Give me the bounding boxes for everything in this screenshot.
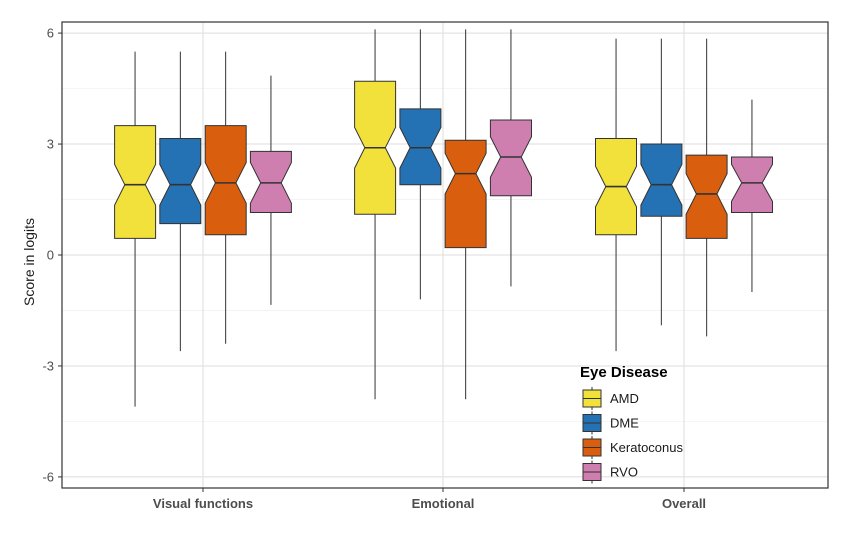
legend: Eye Disease AMD DME Keratoconus RVO	[580, 364, 683, 484]
box-body	[731, 156, 773, 213]
box-keratoconus-1	[444, 29, 487, 400]
box-dme-2	[640, 38, 683, 326]
box-body	[640, 143, 683, 217]
x-tick-label: Visual functions	[153, 496, 253, 511]
legend-label: RVO	[610, 465, 638, 480]
box-rvo-1	[489, 29, 532, 287]
box-dme-1	[399, 29, 442, 300]
x-axis: Visual functions Emotional Overall	[153, 488, 706, 511]
box-body	[399, 108, 442, 186]
boxes	[114, 29, 773, 407]
box-dme-0	[159, 51, 202, 352]
plot-panel-border	[61, 21, 829, 489]
legend-item-dme: DME	[582, 411, 639, 435]
legend-label: Keratoconus	[610, 440, 683, 455]
legend-label: DME	[610, 416, 639, 431]
box-body	[249, 150, 292, 213]
y-tick-label: -6	[42, 469, 54, 484]
y-axis-title: Score in logits	[21, 218, 37, 306]
box-rvo-2	[731, 99, 773, 292]
box-amd-0	[114, 51, 157, 407]
x-tick-label: Overall	[662, 496, 706, 511]
y-tick-label: 0	[47, 248, 54, 263]
y-tick-label: 3	[47, 137, 54, 152]
legend-item-rvo: RVO	[582, 460, 638, 484]
box-keratoconus-0	[204, 51, 247, 344]
legend-title: Eye Disease	[580, 364, 668, 381]
legend-item-amd: AMD	[582, 387, 639, 410]
legend-label: AMD	[610, 391, 639, 406]
box-body	[444, 139, 487, 249]
box-body	[114, 125, 157, 239]
grid	[62, 22, 828, 488]
box-body	[489, 119, 532, 197]
box-body	[685, 154, 728, 239]
box-amd-2	[595, 38, 637, 352]
legend-item-keratoconus: Keratoconus	[582, 436, 683, 459]
box-body	[159, 138, 202, 225]
box-rvo-0	[249, 75, 292, 305]
y-tick-label: -3	[42, 358, 54, 373]
x-tick-label: Emotional	[412, 496, 475, 511]
box-keratoconus-2	[685, 38, 728, 337]
box-body	[204, 125, 247, 236]
box-amd-1	[354, 29, 397, 400]
y-axis: 6 3 0 -3 -6	[42, 26, 62, 484]
y-tick-label: 6	[47, 26, 54, 41]
